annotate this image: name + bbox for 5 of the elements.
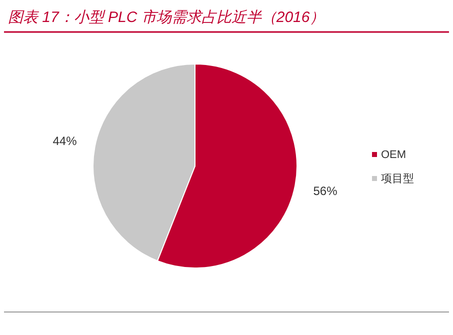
legend-label: 项目型 [381,173,414,185]
chart-title: 图表 17：小型 PLC 市场需求占比近半（2016） [8,9,325,26]
legend-label: OEM [381,149,406,161]
data-label: 44% [52,134,78,148]
data-label: 56% [313,184,338,198]
